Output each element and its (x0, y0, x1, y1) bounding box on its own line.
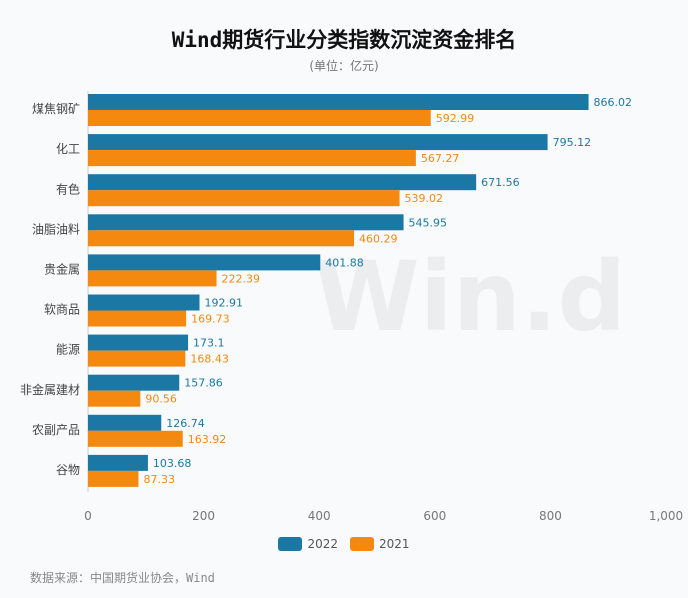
bar-2022 (88, 334, 189, 351)
bar-2021 (88, 350, 186, 367)
bar-2022 (88, 214, 404, 231)
data-label-2022: 401.88 (325, 256, 364, 269)
data-label-2021: 168.43 (190, 353, 229, 366)
x-tick-label: 200 (192, 509, 215, 523)
data-label-2021: 592.99 (436, 112, 475, 125)
data-label-2021: 539.02 (405, 192, 444, 205)
data-label-2021: 460.29 (359, 232, 398, 245)
data-label-2022: 795.12 (553, 136, 592, 149)
category-label: 油脂油料 (32, 221, 80, 236)
data-label-2021: 87.33 (143, 473, 175, 486)
data-label-2022: 192.91 (205, 297, 244, 310)
bar-2021 (88, 230, 355, 247)
bar-2021 (88, 390, 141, 407)
data-label-2021: 567.27 (421, 152, 460, 165)
bar-2021 (88, 470, 139, 487)
data-label-2021: 163.92 (188, 433, 227, 446)
category-label: 谷物 (56, 463, 80, 477)
legend-item-2021[interactable]: 2021 (350, 537, 410, 551)
watermark: Win.d (314, 241, 626, 353)
chart-title: Wind期货行业分类指数沉淀资金排名 (171, 28, 517, 52)
legend-label: 2022 (307, 537, 338, 551)
x-tick-label: 0 (84, 509, 92, 523)
x-tick-label: 600 (423, 509, 446, 523)
data-label-2022: 103.68 (153, 457, 192, 470)
bar-2022 (88, 174, 477, 191)
bar-2021 (88, 310, 187, 327)
legend-swatch-2021 (350, 537, 374, 551)
legend: 2022 2021 (0, 537, 688, 551)
data-label-2022: 126.74 (166, 417, 205, 430)
bar-2021 (88, 110, 431, 126)
bar-2021 (88, 150, 416, 167)
data-source: 数据来源：中国期货业协会，Wind (30, 571, 215, 585)
category-label: 能源 (56, 343, 80, 357)
data-label-2021: 222.39 (222, 272, 261, 285)
bar-2022 (88, 374, 180, 391)
category-label: 化工 (56, 142, 80, 156)
data-label-2022: 866.02 (594, 96, 633, 109)
data-label-2022: 545.95 (409, 216, 448, 229)
bar-2022 (88, 254, 321, 271)
x-tick-label: 1,000 (649, 509, 683, 523)
bar-2021 (88, 430, 183, 447)
data-label-2022: 173.1 (193, 337, 225, 350)
bar-2022 (88, 94, 589, 110)
category-label: 煤焦钢矿 (32, 102, 80, 116)
data-label-2021: 169.73 (191, 313, 230, 326)
category-label: 非金属建材 (20, 382, 80, 397)
x-tick-label: 400 (308, 509, 331, 523)
legend-swatch-2022 (278, 537, 303, 551)
bar-2022 (88, 414, 162, 431)
category-label: 农副产品 (32, 423, 80, 437)
data-label-2022: 671.56 (481, 176, 520, 189)
x-tick-label: 800 (539, 509, 562, 523)
bar-2021 (88, 190, 400, 207)
data-label-2022: 157.86 (184, 377, 223, 390)
legend-label: 2021 (379, 537, 410, 551)
bar-2021 (88, 270, 217, 287)
data-label-2021: 90.56 (145, 393, 177, 406)
category-label: 软商品 (44, 302, 80, 317)
category-label: 有色 (56, 182, 80, 196)
chart-subtitle: (单位：亿元) (309, 59, 379, 73)
legend-item-2022[interactable]: 2022 (278, 537, 338, 551)
bar-2022 (88, 294, 200, 311)
bar-2022 (88, 454, 148, 471)
category-label: 贵金属 (44, 261, 80, 276)
bar-2022 (88, 134, 548, 151)
